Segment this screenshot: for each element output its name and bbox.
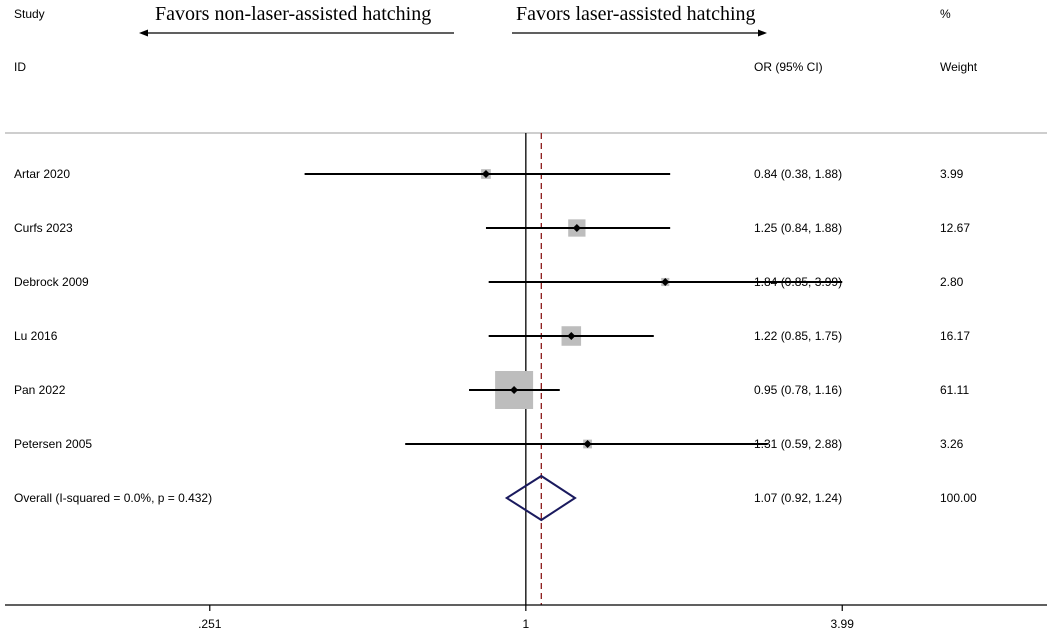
overall-or-ci: 1.07 (0.92, 1.24)	[754, 491, 842, 505]
point-estimate-marker	[661, 278, 670, 286]
or-ci-value: 0.84 (0.38, 1.88)	[754, 167, 842, 181]
header-study: Study	[14, 7, 45, 21]
study-row: Debrock 2009 1.84 (0.85, 3.99) 2.80	[14, 275, 964, 289]
favors-right-arrow	[512, 29, 767, 37]
or-ci-value: 1.31 (0.59, 2.88)	[754, 437, 842, 451]
overall-diamond	[504, 474, 577, 522]
x-tick-label: 1	[522, 617, 529, 631]
point-estimate-marker	[567, 332, 576, 340]
weight-value: 61.11	[940, 383, 969, 397]
weight-value: 16.17	[940, 329, 970, 343]
study-name: Petersen 2005	[14, 437, 92, 451]
study-row: Petersen 2005 1.31 (0.59, 2.88) 3.26	[14, 437, 964, 451]
weight-value: 3.26	[940, 437, 964, 451]
study-name: Lu 2016	[14, 329, 58, 343]
study-row: Pan 2022 0.95 (0.78, 1.16) 61.11	[14, 371, 969, 409]
favors-right-label: Favors laser-assisted hatching	[516, 3, 756, 25]
or-ci-value: 0.95 (0.78, 1.16)	[754, 383, 842, 397]
x-tick-label: .251	[198, 617, 222, 631]
study-name: Curfs 2023	[14, 221, 73, 235]
study-row: Artar 2020 0.84 (0.38, 1.88) 3.99	[14, 167, 964, 181]
weight-value: 2.80	[940, 275, 964, 289]
header-weight: Weight	[940, 60, 978, 74]
or-ci-value: 1.84 (0.85, 3.99)	[754, 275, 842, 289]
header-or-ci: OR (95% CI)	[754, 60, 823, 74]
x-tick-label: 3.99	[831, 617, 855, 631]
header-id: ID	[14, 60, 26, 74]
point-estimate-marker	[481, 170, 490, 178]
study-row: Curfs 2023 1.25 (0.84, 1.88) 12.67	[14, 219, 970, 237]
point-estimate-marker	[572, 224, 581, 232]
point-estimate-marker	[583, 440, 592, 448]
favors-left-arrow	[139, 29, 454, 37]
study-row: Lu 2016 1.22 (0.85, 1.75) 16.17	[14, 326, 970, 346]
study-name: Artar 2020	[14, 167, 70, 181]
header-percent: %	[940, 7, 951, 21]
favors-left-label: Favors non-laser-assisted hatching	[155, 3, 431, 25]
or-ci-value: 1.25 (0.84, 1.88)	[754, 221, 842, 235]
weight-value: 12.67	[940, 221, 970, 235]
or-ci-value: 1.22 (0.85, 1.75)	[754, 329, 842, 343]
overall-label: Overall (I-squared = 0.0%, p = 0.432)	[14, 491, 212, 505]
weight-value: 3.99	[940, 167, 964, 181]
overall-weight: 100.00	[940, 491, 977, 505]
study-name: Pan 2022	[14, 383, 66, 397]
point-estimate-marker	[510, 386, 519, 394]
study-name: Debrock 2009	[14, 275, 89, 289]
